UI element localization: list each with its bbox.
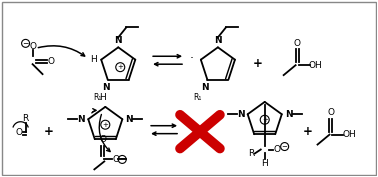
Text: R: R [248, 149, 254, 158]
Text: N: N [285, 110, 293, 119]
Text: +: + [262, 117, 268, 123]
Text: O: O [99, 135, 106, 144]
Text: N: N [77, 115, 85, 124]
Text: OH: OH [342, 130, 356, 139]
Text: +: + [117, 64, 123, 70]
Text: OH: OH [309, 61, 322, 70]
Text: +: + [102, 122, 108, 128]
Text: ·: · [190, 52, 194, 65]
Text: H: H [99, 93, 106, 102]
Text: O: O [15, 128, 22, 137]
Text: O: O [327, 108, 335, 117]
Text: R₁: R₁ [94, 93, 102, 102]
Text: O: O [294, 39, 301, 48]
Text: N: N [102, 83, 110, 92]
Text: O: O [47, 57, 54, 66]
Text: O: O [273, 145, 280, 154]
Text: N: N [201, 83, 209, 92]
Text: +: + [303, 125, 313, 138]
Text: −: − [119, 156, 125, 162]
Text: +: + [253, 57, 263, 70]
Text: O: O [113, 155, 120, 164]
Text: −: − [282, 144, 288, 150]
Text: R: R [22, 114, 29, 123]
Text: H: H [261, 159, 268, 168]
Text: H: H [90, 55, 97, 64]
Text: N: N [125, 115, 133, 124]
Text: −: − [22, 39, 29, 48]
Text: N: N [237, 110, 245, 119]
Text: R₁: R₁ [193, 93, 201, 102]
Text: N: N [115, 36, 122, 45]
Text: N: N [214, 36, 222, 45]
Text: O: O [29, 42, 36, 51]
Text: +: + [43, 125, 53, 138]
